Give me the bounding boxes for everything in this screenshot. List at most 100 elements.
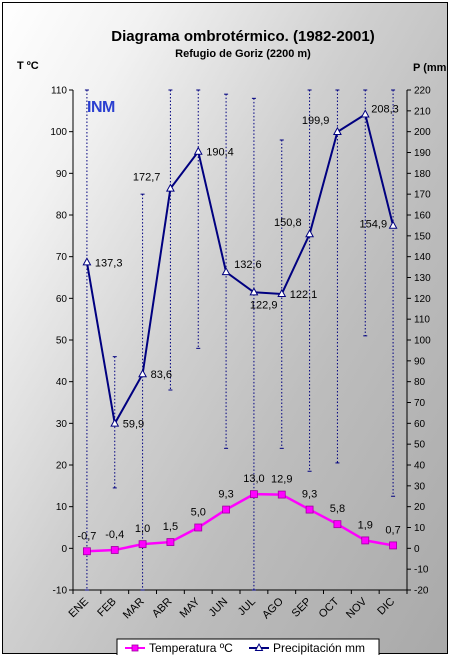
chart-frame: Diagrama ombrotérmico. (1982-2001) Refug… xyxy=(2,2,448,655)
right-tick-label: 80 xyxy=(414,377,426,388)
left-axis-ticks: -10 0 10 20 30 40 50 60 70 80 90 100 110 xyxy=(50,86,73,597)
temp-point xyxy=(110,546,119,554)
precip-data-label: 172,7 xyxy=(133,172,161,184)
temp-data-label: 1,5 xyxy=(163,521,178,533)
temp-point xyxy=(138,540,147,549)
category-labels: ENE FEB MAR ABR MAY JUN JUL AGO SEP OCT NOV DIC xyxy=(67,590,408,622)
left-tick-label: 20 xyxy=(56,461,68,472)
precip-data-label: 59,9 xyxy=(123,419,144,431)
right-tick-label: 110 xyxy=(414,315,430,326)
right-tick-label: 140 xyxy=(414,252,431,263)
precip-point xyxy=(138,369,148,378)
left-tick-label: 30 xyxy=(56,419,68,430)
temp-point xyxy=(389,541,397,550)
category-label: SEP xyxy=(290,596,314,620)
right-tick-label: 160 xyxy=(414,211,431,222)
temp-point xyxy=(83,547,91,556)
precip-data-label: 154,9 xyxy=(360,219,388,231)
right-tick-label: 190 xyxy=(414,148,431,159)
right-tick-label: 210 xyxy=(414,106,431,117)
temp-data-label: 13,0 xyxy=(243,473,264,485)
precip-point xyxy=(360,109,370,118)
right-tick-label: 90 xyxy=(414,356,426,367)
precip-data-label: 122,9 xyxy=(250,299,278,311)
temp-data-label: 1,0 xyxy=(135,523,150,535)
left-tick-label: 40 xyxy=(56,377,68,388)
right-tick-label: 40 xyxy=(414,461,426,472)
temp-data-label: 1,9 xyxy=(358,519,373,531)
precip-point xyxy=(305,229,315,238)
temp-data-label: 12,9 xyxy=(271,474,292,486)
right-tick-label: 220 xyxy=(414,86,431,97)
right-tick-label: 180 xyxy=(414,169,431,180)
temp-point xyxy=(277,490,286,499)
legend-precip-marker xyxy=(254,642,264,651)
category-label: DIC xyxy=(375,596,397,618)
left-axis-title: T ºC xyxy=(17,60,39,72)
right-tick-label: -20 xyxy=(414,586,429,597)
left-tick-label: 100 xyxy=(50,127,67,138)
temp-point xyxy=(166,538,175,546)
left-tick-label: 70 xyxy=(56,252,68,263)
precip-line xyxy=(85,112,395,427)
legend-precip-label: Precipitación mm xyxy=(273,641,365,655)
right-axis-ticks: -20 -10 0 10 20 30 40 50 60 70 80 90 100 110 120 130 140… xyxy=(407,86,431,597)
category-label: AGO xyxy=(260,595,286,621)
precip-data-label: 208,3 xyxy=(371,103,399,115)
right-tick-label: 120 xyxy=(414,294,431,305)
precip-data-label: 83,6 xyxy=(151,369,172,381)
right-tick-label: -10 xyxy=(414,565,429,576)
temp-data-label: 9,3 xyxy=(302,489,317,501)
precip-data-label: 137,3 xyxy=(95,257,123,269)
legend-temp-label: Temperatura ºC xyxy=(149,641,233,655)
legend: Temperatura ºC Precipitación mm xyxy=(116,638,380,655)
left-tick-label: 50 xyxy=(56,336,68,347)
right-tick-label: 60 xyxy=(414,419,426,430)
temp-data-label: 9,3 xyxy=(218,489,233,501)
right-tick-label: 10 xyxy=(414,523,426,534)
category-label: MAR xyxy=(121,596,147,622)
legend-box xyxy=(116,638,380,655)
right-tick-label: 30 xyxy=(414,481,426,492)
precip-data-label: 150,8 xyxy=(274,217,302,229)
precip-data-label: 199,9 xyxy=(302,115,330,127)
legend-temp-marker xyxy=(131,644,139,652)
precip-point xyxy=(193,146,203,155)
chart-title: Diagrama ombrotérmico. (1982-2001) xyxy=(111,28,374,45)
right-tick-label: 20 xyxy=(414,502,426,513)
temp-point xyxy=(333,520,342,529)
category-label: ABR xyxy=(150,596,175,621)
precip-point xyxy=(249,287,259,296)
category-label: NOV xyxy=(344,595,370,621)
category-label: JUL xyxy=(236,596,258,618)
category-label: MAY xyxy=(178,595,203,620)
temp-point xyxy=(194,523,203,532)
left-tick-label: 0 xyxy=(61,544,67,555)
left-tick-label: 10 xyxy=(56,502,68,513)
temp-data-label: -0,4 xyxy=(105,529,124,541)
precip-range-lines xyxy=(84,89,396,591)
precip-data-label: 190,4 xyxy=(206,147,234,159)
temp-data-label: -0,7 xyxy=(77,530,96,542)
precip-point xyxy=(165,183,175,192)
right-tick-label: 0 xyxy=(414,544,420,555)
category-label: JUN xyxy=(207,596,231,620)
right-tick-label: 130 xyxy=(414,273,431,284)
temp-line xyxy=(86,492,394,553)
right-tick-label: 170 xyxy=(414,190,431,201)
category-label: OCT xyxy=(317,595,342,620)
temp-point xyxy=(250,490,258,499)
left-tick-label: 80 xyxy=(56,211,68,222)
temp-point xyxy=(222,505,230,514)
left-tick-label: -10 xyxy=(53,586,68,597)
precip-point xyxy=(221,267,231,276)
precip-point xyxy=(110,418,120,427)
right-tick-label: 200 xyxy=(414,127,431,138)
ombrothermic-chart: Diagrama ombrotérmico. (1982-2001) Refug… xyxy=(17,28,447,655)
inm-logo-text: INM xyxy=(87,99,115,116)
precip-point xyxy=(388,220,398,229)
precip-point xyxy=(82,257,92,266)
temp-data-label: 5,0 xyxy=(191,507,206,519)
temp-data-label: 5,8 xyxy=(330,503,345,515)
left-tick-label: 110 xyxy=(51,86,67,97)
